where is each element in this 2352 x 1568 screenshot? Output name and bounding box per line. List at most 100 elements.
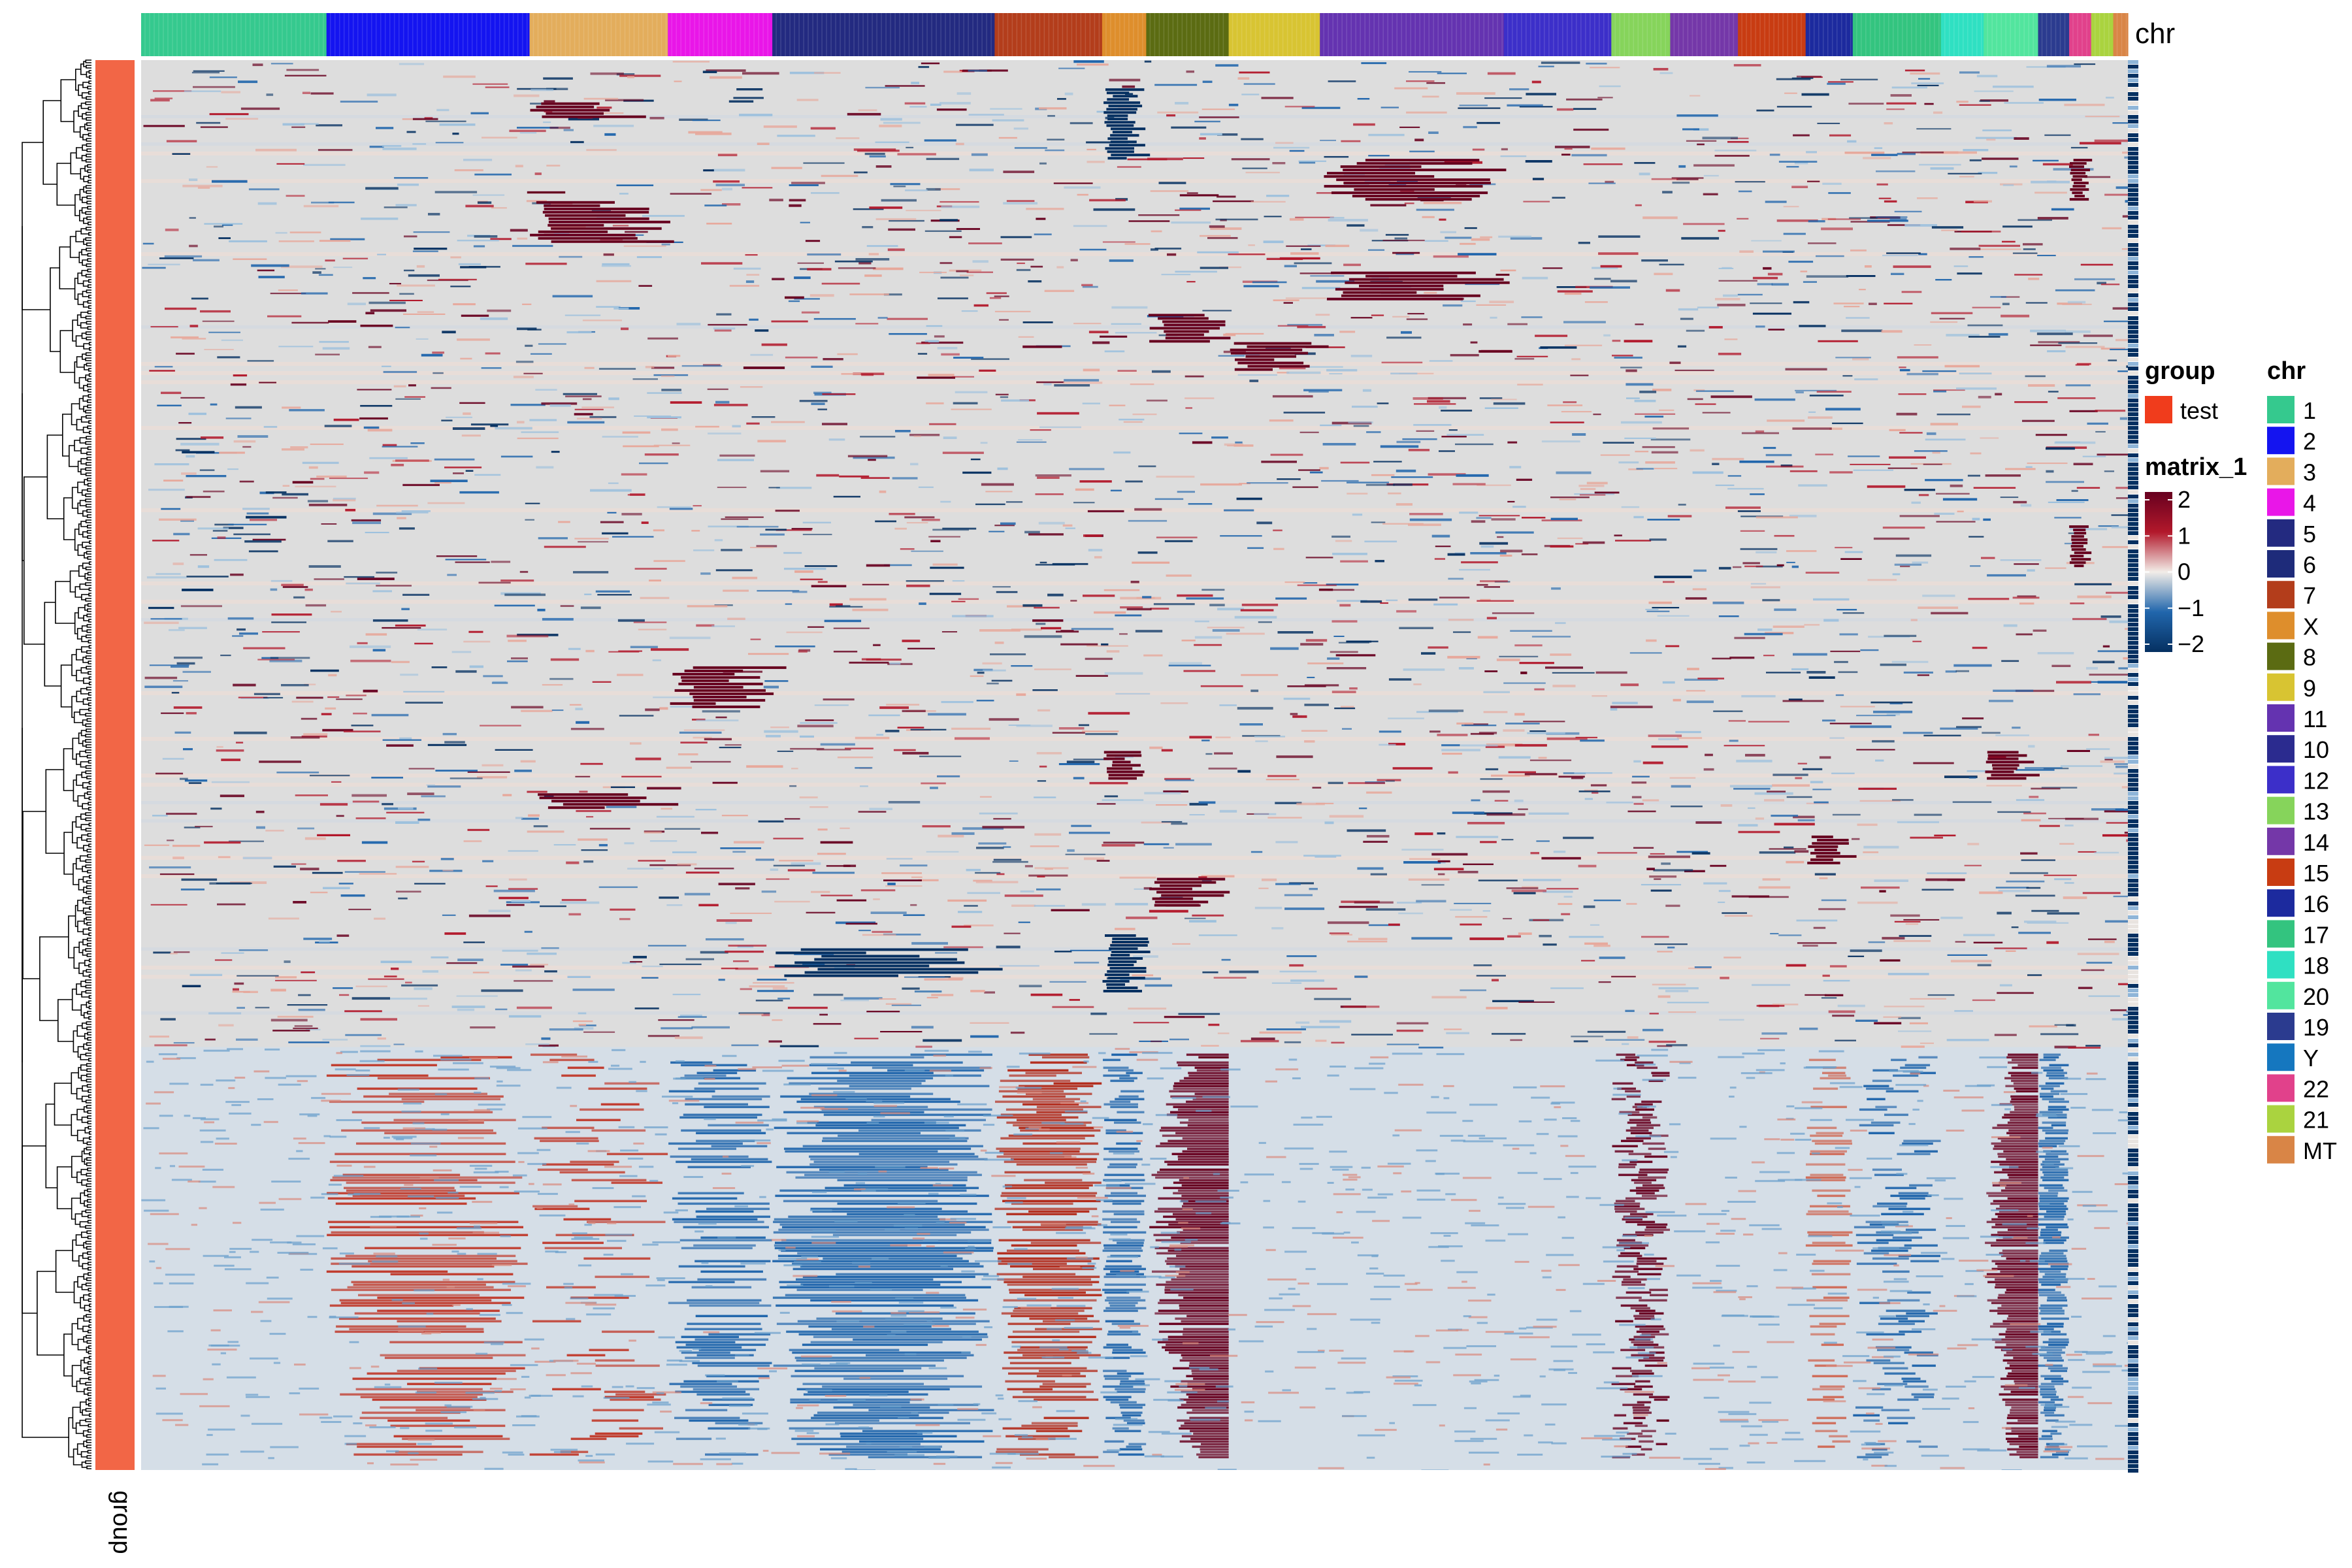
dendrogram-branch	[87, 870, 91, 874]
cnv-segment	[1319, 1020, 1352, 1023]
cnv-segment	[1710, 864, 1727, 867]
cnv-segment	[233, 374, 248, 377]
cnv-segment	[1714, 298, 1740, 301]
cnv-segment	[1534, 688, 1544, 691]
cnv-arm-segment	[780, 1095, 911, 1098]
cnv-arm-segment	[772, 1296, 966, 1299]
cnv-segment	[1863, 845, 1899, 849]
dendrogram-branch	[71, 1156, 82, 1178]
cnv-segment	[181, 472, 197, 475]
cnv-segment	[1458, 253, 1497, 255]
cnv-segment	[1236, 497, 1262, 500]
cnv-segment	[879, 706, 909, 710]
cnv-segment	[150, 904, 188, 906]
cnv-segment	[1941, 229, 1957, 231]
cnv-arm-segment	[1016, 1163, 1087, 1166]
cnv-segment	[233, 731, 267, 734]
cnv-segment	[171, 665, 189, 668]
cnv-segment	[1301, 1026, 1340, 1028]
cnv-segment	[1523, 201, 1550, 203]
cnv-segment	[478, 201, 492, 204]
cnv-segment	[1786, 561, 1795, 563]
cnv-segment	[143, 125, 185, 127]
cnv-segment	[209, 113, 249, 116]
dendrogram-branch	[86, 248, 91, 252]
cnv-segment	[463, 840, 482, 842]
cnv-segment	[276, 772, 319, 774]
cnv-segment	[1710, 395, 1752, 399]
cnv-segment	[1288, 882, 1314, 885]
cnv-arm-segment	[1045, 1181, 1102, 1184]
cnv-segment	[1254, 906, 1282, 909]
cnv-segment	[921, 341, 964, 344]
cnv-segment	[1795, 389, 1837, 391]
cnv-segment	[1266, 347, 1291, 350]
cnv-segment	[377, 253, 386, 255]
cnv-segment	[2085, 116, 2120, 118]
cnv-segment	[1450, 909, 1472, 911]
cnv-segment	[1899, 515, 1940, 517]
cnv-segment	[166, 813, 197, 815]
dendrogram-branch	[82, 876, 90, 883]
cnv-arm-segment	[674, 1220, 764, 1224]
cnv-segment	[257, 659, 295, 661]
cnv-segment	[1217, 133, 1238, 136]
dendrogram-branch	[89, 875, 91, 879]
cnv-segment	[1853, 469, 1893, 471]
cnv-segment	[457, 338, 490, 341]
cnv-segment	[1693, 128, 1709, 131]
cnv-segment	[992, 119, 1024, 122]
cnv-segment	[617, 674, 644, 676]
cnv-segment	[979, 796, 992, 798]
cnv-segment	[490, 425, 498, 427]
cnv-segment	[220, 794, 244, 798]
cnv-segment	[402, 118, 422, 120]
cnv-segment	[1911, 501, 1921, 504]
cnv-segment	[1550, 987, 1584, 989]
cnv-blob	[1108, 960, 1137, 963]
cnv-arm-segment	[711, 1145, 768, 1148]
cnv-segment	[1465, 283, 1500, 286]
cnv-segment	[1628, 468, 1643, 470]
cnv-segment	[1752, 312, 1791, 315]
cnv-segment	[1303, 582, 1318, 584]
cnv-segment	[1333, 636, 1345, 637]
cnv-segment	[1379, 730, 1401, 733]
cnv-segment	[627, 868, 664, 870]
cnv-segment	[1252, 281, 1287, 284]
cnv-blob	[1110, 140, 1137, 144]
cnv-segment	[1950, 248, 1981, 250]
cnv-segment	[1571, 777, 1584, 779]
chr-block-11	[1320, 13, 1505, 56]
cnv-segment	[1256, 521, 1273, 525]
dendrogram-branch	[87, 833, 91, 837]
cnv-segment	[1982, 157, 2019, 160]
cnv-segment	[1454, 902, 1492, 904]
cnv-segment	[563, 129, 574, 131]
cnv-segment	[1396, 440, 1421, 444]
cnv-arm-segment	[790, 1401, 910, 1404]
cnv-segment	[521, 817, 539, 820]
cnv-segment	[1816, 391, 1852, 393]
cnv-segment	[398, 808, 414, 810]
cnv-segment	[240, 107, 280, 110]
cnv-segment	[926, 188, 941, 191]
cnv-segment	[1066, 760, 1095, 764]
cnv-segment	[1065, 853, 1105, 855]
cnv-segment	[1516, 355, 1548, 357]
cnv-segment	[1290, 979, 1324, 982]
cnv-arm-segment	[813, 1335, 988, 1339]
dendrogram-branch	[87, 1251, 91, 1255]
cnv-segment	[1646, 868, 1655, 870]
cnv-segment	[1258, 621, 1272, 623]
cnv-segment	[1874, 147, 1883, 149]
cnv-segment	[468, 914, 511, 917]
cnv-segment	[1931, 612, 1968, 615]
cnv-segment	[220, 655, 231, 657]
cnv-segment	[2002, 225, 2033, 228]
cnv-segment	[1913, 762, 1954, 764]
cnv-segment	[569, 704, 581, 706]
cnv-segment	[397, 184, 419, 186]
cnv-segment	[1970, 565, 1981, 567]
cnv-segment	[784, 568, 826, 570]
